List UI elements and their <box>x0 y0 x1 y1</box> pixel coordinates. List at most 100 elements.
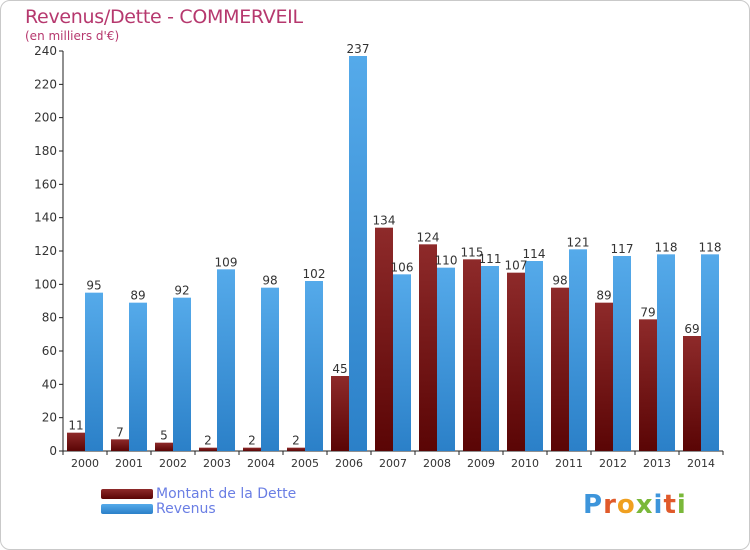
data-label-revenus: 118 <box>699 240 722 254</box>
data-label-dette: 115 <box>461 245 484 259</box>
bar-revenus <box>173 297 191 451</box>
bar-revenus <box>525 261 543 451</box>
data-labels-group: 1195789592210929821024523713410612411011… <box>68 42 721 448</box>
legend-label-revenus: Revenus <box>156 501 216 517</box>
x-tick-label: 2013 <box>643 457 671 470</box>
bar-revenus <box>657 254 675 451</box>
legend-label-debt: Montant de la Dette <box>156 486 297 502</box>
x-tick-label: 2009 <box>467 457 495 470</box>
data-label-revenus: 110 <box>435 254 458 268</box>
bar-revenus <box>437 267 455 451</box>
proxiti-logo: Proxiti <box>583 490 687 520</box>
bar-revenus <box>613 256 631 451</box>
data-label-revenus: 111 <box>479 252 502 266</box>
x-tick-label: 2005 <box>291 457 319 470</box>
data-label-dette: 89 <box>596 289 611 303</box>
y-axis: 0 20 40 60 80 100 120 140 160 180 200 220 240 <box>34 44 64 458</box>
y-tick-label: 80 <box>42 311 57 325</box>
data-label-dette: 5 <box>160 429 168 443</box>
bar-revenus <box>393 274 411 451</box>
data-label-revenus: 237 <box>347 42 370 56</box>
bar-revenus <box>569 249 587 451</box>
data-label-revenus: 106 <box>391 260 414 274</box>
y-tick-label: 180 <box>34 144 57 158</box>
bar-revenus <box>261 287 279 451</box>
x-tick-label: 2000 <box>71 457 99 470</box>
y-tick-label: 140 <box>34 211 57 225</box>
y-tick-label: 240 <box>34 44 57 58</box>
bar-dette <box>507 272 525 451</box>
x-tick-label: 2014 <box>687 457 715 470</box>
chart-title: Revenus/Dette - COMMERVEIL <box>25 6 303 28</box>
data-label-revenus: 95 <box>86 279 101 293</box>
y-tick-label: 120 <box>34 244 57 258</box>
data-label-revenus: 114 <box>523 247 546 261</box>
data-label-dette: 124 <box>417 230 440 244</box>
y-tick-label: 0 <box>49 444 57 458</box>
y-tick-label: 200 <box>34 111 57 125</box>
y-tick-label: 100 <box>34 277 57 291</box>
data-label-dette: 134 <box>373 214 396 228</box>
bar-dette <box>331 376 349 451</box>
x-axis: 2000 2001 2002 2003 2004 2005 2006 2007 2008 2009… <box>62 450 724 470</box>
x-tick-label: 2010 <box>511 457 539 470</box>
x-tick-label: 2007 <box>379 457 407 470</box>
bar-dette <box>67 432 85 451</box>
y-tick-label: 40 <box>42 377 57 391</box>
data-label-revenus: 98 <box>262 274 277 288</box>
x-tick-label: 2004 <box>247 457 275 470</box>
bar-dette <box>199 447 217 451</box>
data-label-revenus: 117 <box>611 242 634 256</box>
bar-revenus <box>129 302 147 451</box>
y-tick-label: 20 <box>42 411 57 425</box>
y-tick-label: 160 <box>34 177 57 191</box>
x-tick-label: 2008 <box>423 457 451 470</box>
bar-dette <box>243 447 261 451</box>
bar-revenus <box>305 281 323 451</box>
data-label-dette: 79 <box>640 305 655 319</box>
x-tick-label: 2012 <box>599 457 627 470</box>
chart-subtitle: (en milliers d'€) <box>25 29 120 43</box>
data-label-revenus: 121 <box>567 235 590 249</box>
legend-swatch-debt <box>101 489 153 499</box>
data-label-dette: 11 <box>68 419 83 433</box>
data-label-dette: 2 <box>248 434 256 448</box>
bar-revenus <box>217 269 235 451</box>
y-tick-label: 220 <box>34 77 57 91</box>
bar-revenus <box>85 292 103 451</box>
bar-revenus <box>701 254 719 451</box>
bar-revenus <box>349 56 367 451</box>
x-tick-label: 2003 <box>203 457 231 470</box>
data-label-dette: 98 <box>552 274 567 288</box>
legend-swatch-revenus <box>101 504 153 514</box>
bar-dette <box>463 259 481 451</box>
bar-dette <box>419 244 437 451</box>
data-label-revenus: 92 <box>174 284 189 298</box>
data-label-dette: 2 <box>292 434 300 448</box>
bar-dette <box>683 336 701 451</box>
data-label-revenus: 109 <box>215 255 238 269</box>
data-label-revenus: 89 <box>130 289 145 303</box>
data-label-dette: 107 <box>505 259 528 273</box>
x-tick-label: 2002 <box>159 457 187 470</box>
bar-dette <box>375 227 393 451</box>
bar-dette <box>551 287 569 451</box>
bar-dette <box>595 302 613 451</box>
data-label-dette: 7 <box>116 425 124 439</box>
data-label-dette: 69 <box>684 322 699 336</box>
x-tick-label: 2006 <box>335 457 363 470</box>
bars-group <box>67 56 719 451</box>
bar-dette <box>111 439 129 451</box>
x-tick-label: 2011 <box>555 457 583 470</box>
bar-dette <box>155 442 173 451</box>
x-tick-label: 2001 <box>115 457 143 470</box>
bar-dette <box>639 319 657 451</box>
bar-dette <box>287 447 305 451</box>
bar-revenus <box>481 266 499 451</box>
data-label-dette: 45 <box>332 362 347 376</box>
data-label-dette: 2 <box>204 434 212 448</box>
data-label-revenus: 118 <box>655 240 678 254</box>
y-tick-label: 60 <box>42 344 57 358</box>
